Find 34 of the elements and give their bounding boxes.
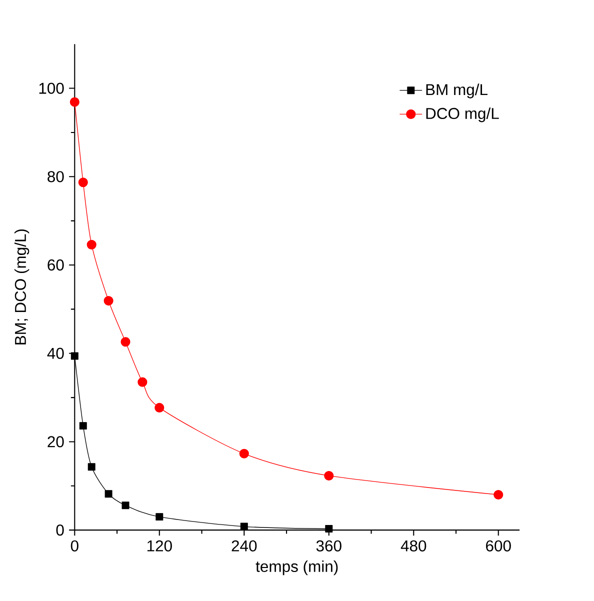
y-tick-label: 40 (48, 348, 64, 359)
y-tick-label: 100 (40, 82, 64, 94)
legend-label: BM mg/L (426, 84, 488, 98)
point (156, 513, 164, 521)
x-tick-label: 360 (316, 540, 342, 552)
point (70, 97, 80, 107)
x-tick-label: 480 (401, 540, 426, 552)
point (138, 377, 148, 387)
point (240, 522, 248, 530)
y-tick-label: 0 (56, 524, 64, 536)
point (78, 178, 88, 188)
x-tick-label: 600 (486, 540, 512, 552)
point (154, 402, 164, 412)
y-tick-label: 20 (48, 436, 64, 448)
point (240, 448, 250, 458)
x-tick-label: 0 (71, 540, 79, 552)
x-tick-label: 120 (148, 540, 172, 552)
point (325, 525, 333, 532)
point (71, 352, 79, 360)
x-axis-title: temps (min) (256, 560, 338, 576)
point (122, 502, 130, 510)
y-tick-label: 80 (48, 171, 64, 182)
y-tick-label: 60 (48, 259, 64, 271)
legend-label: DCO mg/L (426, 108, 500, 122)
point (494, 490, 504, 500)
point (324, 470, 334, 481)
x-tick-label: 240 (232, 540, 257, 552)
point (120, 337, 131, 347)
point (80, 422, 88, 430)
point (104, 296, 114, 306)
y-axis-title: BM; DCO (mg/L) (14, 229, 30, 344)
point (88, 463, 96, 471)
point (105, 490, 113, 498)
point (87, 240, 97, 250)
